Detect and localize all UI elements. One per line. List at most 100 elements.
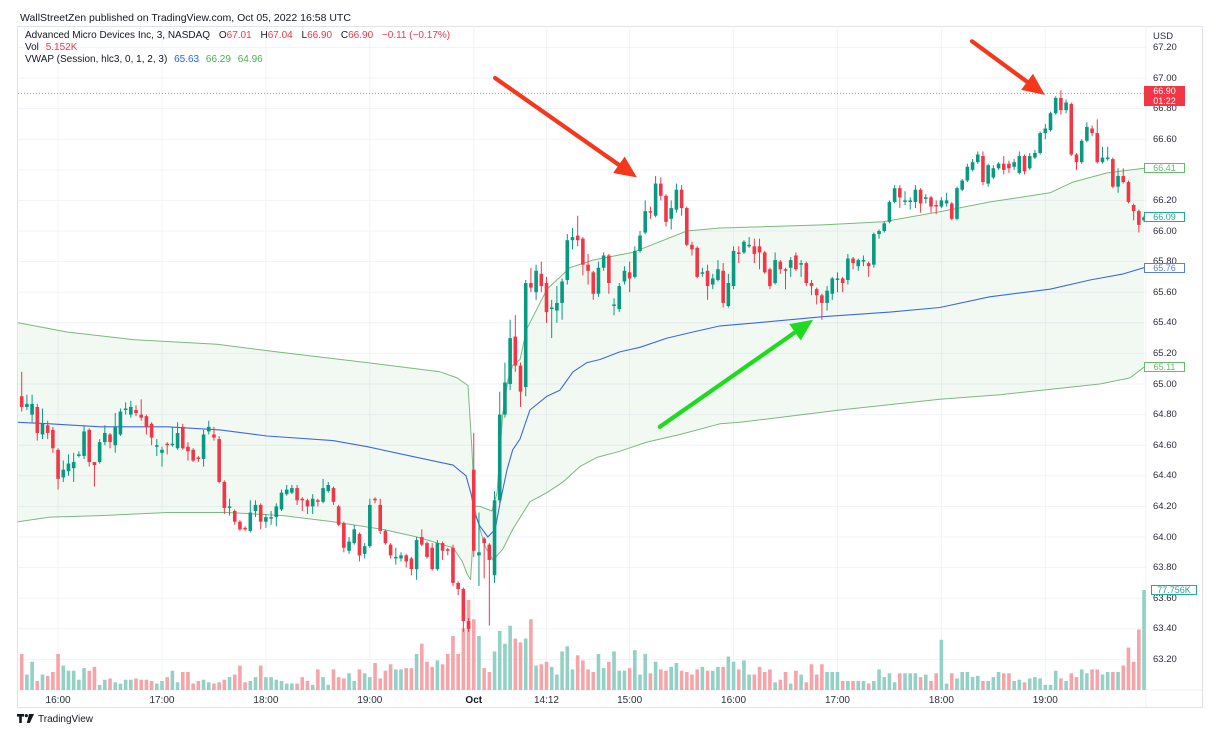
volume-bar [700, 666, 705, 690]
arrow-head-icon [789, 319, 814, 341]
candle [1027, 152, 1032, 170]
candle [648, 206, 653, 219]
candle [840, 276, 845, 293]
volume-bar [186, 672, 190, 690]
candle [326, 481, 331, 493]
time-axis-tick: 17:00 [824, 695, 850, 706]
volume-bar [352, 681, 357, 690]
candle [1022, 154, 1027, 175]
volume-bar [939, 639, 944, 690]
price-axis-tick: 63.80 [1153, 562, 1177, 574]
candle [451, 544, 455, 586]
volume-bar [45, 675, 50, 690]
volume-bar [1043, 684, 1048, 690]
volume-bar [1027, 678, 1032, 690]
volume-bar [290, 683, 294, 690]
candle [134, 405, 138, 417]
volume-bar [1131, 661, 1136, 690]
volume-bar [814, 674, 819, 690]
volume-bar [866, 683, 871, 690]
volume-bar [747, 674, 751, 690]
arrow-head-icon [613, 156, 637, 178]
volume-bar [404, 668, 408, 690]
volume-bar [492, 651, 497, 690]
candle [690, 241, 694, 256]
volume-bar [134, 678, 138, 690]
volume-bar [227, 677, 232, 690]
candle [1090, 125, 1094, 137]
candle [175, 422, 180, 450]
vwap-tag: 65.76 [1144, 262, 1185, 273]
volume-bar [175, 682, 180, 690]
price-axis-tick: 65.20 [1153, 347, 1177, 359]
volume-bar [617, 670, 622, 690]
candle [414, 537, 419, 580]
candle [264, 514, 268, 528]
candle [503, 362, 507, 418]
volume-bar [212, 683, 216, 690]
volume-bar [321, 677, 325, 690]
candle [103, 425, 107, 446]
candle [903, 191, 907, 206]
candle [794, 252, 798, 271]
volume-bar [726, 656, 731, 690]
volume-bar [846, 681, 850, 690]
volume-bar [430, 666, 434, 690]
volume-bar [232, 674, 237, 690]
volume-bar [165, 677, 169, 690]
candle [419, 529, 424, 547]
candle [222, 480, 227, 515]
volume-bar [471, 619, 476, 690]
volume-indicator-label[interactable]: Vol [25, 42, 39, 53]
volume-bar [690, 674, 694, 690]
volume-bar [331, 669, 336, 690]
candle [747, 237, 751, 248]
candle [970, 159, 975, 172]
candle [45, 420, 50, 440]
volume-bar [949, 673, 954, 690]
legend-low: L66.90 [301, 30, 333, 41]
last-price-tag: 66.90 01:22 [1144, 86, 1185, 107]
vwap-value: 65.63 [174, 54, 200, 65]
candle [814, 287, 819, 305]
time-axis-tick: 16:00 [45, 695, 71, 706]
symbol-title[interactable]: Advanced Micro Devices Inc, 3, NASDAQ [25, 30, 211, 41]
candle [684, 206, 689, 247]
candle [362, 543, 367, 559]
volume-bar [856, 681, 861, 690]
candle [394, 547, 398, 565]
time-axis-tick: 18:00 [928, 695, 954, 706]
candle [679, 185, 684, 216]
volume-bar [648, 673, 653, 690]
candle [949, 201, 954, 221]
price-axis-tick: 64.20 [1153, 500, 1177, 512]
candle [269, 510, 273, 525]
volume-bar [201, 679, 206, 690]
volume-bar [258, 665, 263, 690]
tradingview-logo-text: TradingView [38, 713, 94, 725]
candle [861, 255, 866, 267]
volume-bars [19, 590, 1146, 690]
candle [1105, 146, 1110, 161]
candle [762, 250, 767, 274]
volume-bar [669, 666, 673, 690]
tradingview-logo[interactable]: TradingView [17, 713, 93, 725]
candle [788, 257, 793, 277]
volume-bar [399, 669, 403, 690]
volume-bar [523, 638, 528, 690]
candle [279, 489, 284, 511]
arrow-head-icon [1021, 73, 1045, 95]
volume-bar [316, 669, 320, 690]
candle [892, 185, 897, 204]
candle [347, 537, 351, 554]
candle [1111, 157, 1115, 189]
vwap-indicator-label[interactable]: VWAP (Session, hlc3, 0, 1, 2, 3) [25, 54, 168, 65]
volume-bar [170, 670, 175, 690]
time-axis-tick: 17:00 [149, 695, 175, 706]
plot-area[interactable] [18, 90, 1146, 690]
volume-bar [92, 666, 97, 690]
volume-bar [586, 669, 590, 690]
candle [1085, 122, 1089, 143]
volume-bar [180, 672, 185, 690]
